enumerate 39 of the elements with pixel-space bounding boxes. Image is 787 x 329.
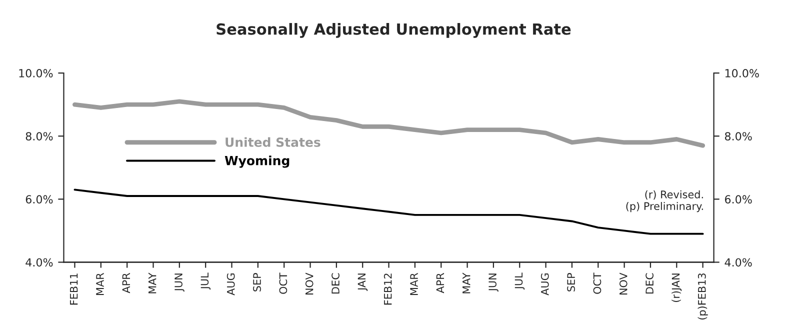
y2-tick-label: 4.0% — [724, 258, 752, 267]
x-tick-label: JAN — [358, 274, 368, 291]
x-tick-label: AUG — [540, 273, 549, 296]
y-tick-label: 8.0% — [26, 132, 53, 140]
x-tick-label: AUG — [226, 273, 235, 296]
x-tick-label: NOV — [619, 272, 628, 295]
x-tick-label: JUN — [174, 274, 184, 292]
y2-tick-label: 10.0% — [725, 69, 759, 78]
chart-title: Seasonally Adjusted Unemployment Rate — [216, 23, 571, 38]
x-tick-label: DEC — [332, 273, 340, 294]
x-tick-label: SEP — [253, 272, 261, 292]
y-tick-label: 6.0% — [26, 195, 53, 204]
x-tick-label: APR — [436, 272, 444, 294]
x-tick-label: JUL — [514, 272, 525, 290]
x-tick-label: FEB12 — [384, 274, 392, 305]
series-label: United States — [226, 137, 320, 147]
x-tick-label: (p)FEB13 — [698, 273, 708, 320]
x-tick-label: MAY — [148, 272, 156, 294]
x-tick-label: MAR — [96, 272, 104, 295]
x-tick-label: APR — [122, 272, 130, 294]
y-tick-label: 4.0% — [26, 258, 53, 267]
x-tick-label: OCT — [279, 272, 288, 294]
annotation: (r) Revised. (p) Preliminary. — [626, 190, 703, 212]
x-tick-label: MAR — [410, 272, 418, 295]
x-tick-label: JUN — [488, 274, 498, 292]
x-tick-label: (r)JAN — [672, 274, 682, 302]
y-tick-label: 10.0% — [19, 69, 53, 78]
x-tick-label: NOV — [305, 272, 314, 295]
x-tick-label: SEP — [567, 272, 575, 292]
x-tick-label: OCT — [593, 272, 602, 294]
y2-tick-label: 8.0% — [724, 132, 752, 140]
y2-tick-label: 6.0% — [725, 195, 752, 204]
x-tick-label: DEC — [646, 273, 654, 294]
line-series — [72, 99, 706, 148]
line-series — [74, 188, 704, 235]
text: Wyoming — [224, 156, 290, 168]
x-tick-label: MAY — [462, 272, 470, 294]
x-tick-label: FEB11 — [70, 274, 78, 305]
x-tick-label: JUL — [200, 272, 211, 290]
